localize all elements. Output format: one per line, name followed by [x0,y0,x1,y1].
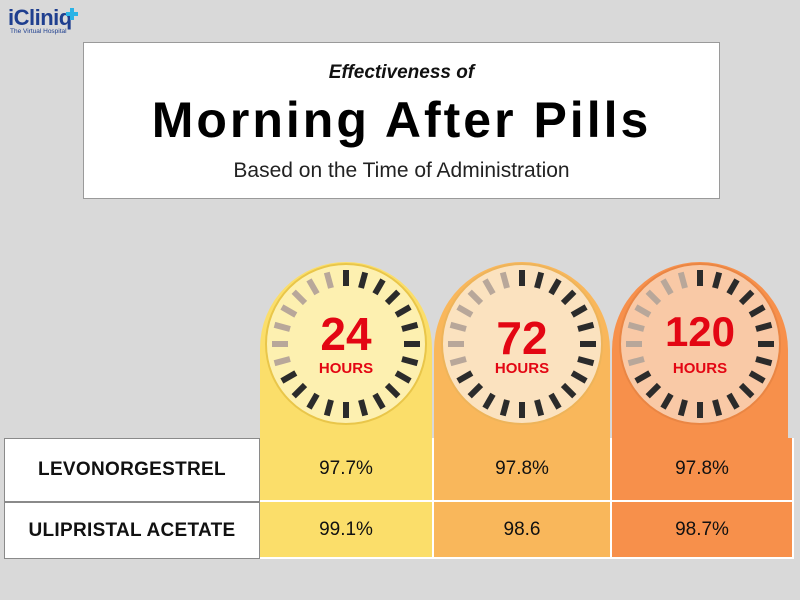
value-cell-ulipristal-24h: 99.1% [260,502,434,559]
column-number-120: 120 [665,308,735,355]
title-box: Effectiveness of Morning After Pills Bas… [83,42,720,199]
clock-tick [577,356,595,367]
clock-tick [660,392,674,410]
column-unit-24: HOURS [319,360,373,377]
page-title: Morning After Pills [151,92,652,148]
clock-tick [726,278,740,296]
clock-icon-24h: 24 HOURS [265,263,427,425]
clock-tick [755,356,773,367]
clock-tick [449,356,467,367]
value-cell-ulipristal-72h: 98.6 [434,502,612,559]
clock-tick [755,321,773,332]
clock-tick [627,356,645,367]
clock-tick [548,278,562,296]
clock-tick [401,356,419,367]
clock-icon-120h: 120 HOURS [619,263,781,425]
clock-tick [677,271,688,289]
clock-tick [645,382,662,399]
clock-tick [449,321,467,332]
clock-ticks-72 [448,270,596,418]
clock-face-24 [265,263,427,425]
clock-tick [394,370,412,384]
clock-tick [748,304,766,318]
row-label-levonorgestrel: LEVONORGESTREL [4,438,260,502]
clock-tick [577,321,595,332]
clock-tick [645,289,662,306]
clock-tick [384,289,401,306]
clock-tick [726,392,740,410]
clock-tick [291,289,308,306]
clock-tick [570,370,588,384]
clock-face-72 [441,263,603,425]
clock-tick [627,321,645,332]
clock-tick [280,370,298,384]
medical-cross-icon [66,8,78,20]
logo: iCliniq The Virtual Hospital [8,6,88,40]
clock-tick [712,271,723,289]
value-cell-levonorgestrel-24h: 97.7% [260,438,434,502]
clock-face-120 [619,263,781,425]
clock-tick [273,321,291,332]
clock-tick [394,304,412,318]
clock-tick [534,399,545,417]
clock-tick [634,304,652,318]
title-subtitle: Based on the Time of Administration [233,159,570,182]
value-cell-ulipristal-120h: 98.7% [612,502,794,559]
clock-tick [456,304,474,318]
clock-tick [306,392,320,410]
clock-tick [560,382,577,399]
clock-tick [323,399,334,417]
clock-tick [677,399,688,417]
column-number-24: 24 [320,308,372,360]
clock-tick [570,304,588,318]
clock-tick [467,289,484,306]
logo-tagline: The Virtual Hospital [10,28,67,35]
clock-tick [482,278,496,296]
clock-tick [634,370,652,384]
clock-tick [499,271,510,289]
clock-tick [273,356,291,367]
clock-icon-72h: 72 HOURS [441,263,603,425]
clock-tick [712,399,723,417]
column-unit-120: HOURS [673,360,727,377]
clock-tick [372,278,386,296]
clock-tick [467,382,484,399]
clock-tick [738,289,755,306]
clock-tick [280,304,298,318]
clock-tick [358,271,369,289]
clock-tick [323,271,334,289]
value-cell-levonorgestrel-72h: 97.8% [434,438,612,502]
clock-tick [372,392,386,410]
clock-tick [660,278,674,296]
clock-tick [499,399,510,417]
clock-tick [548,392,562,410]
clock-tick [384,382,401,399]
clock-ticks-120 [626,270,774,418]
clock-tick [534,271,545,289]
column-number-72: 72 [496,312,547,364]
clock-tick [291,382,308,399]
clock-tick [358,399,369,417]
clock-tick [401,321,419,332]
clock-tick [306,278,320,296]
clock-tick [482,392,496,410]
clock-tick [738,382,755,399]
logo-name: iCliniq [8,5,72,30]
row-label-ulipristal-acetate: ULIPRISTAL ACETATE [4,502,260,559]
clock-tick [456,370,474,384]
value-cell-levonorgestrel-120h: 97.8% [612,438,794,502]
clock-tick [748,370,766,384]
column-unit-72: HOURS [495,360,549,377]
title-prefix: Effectiveness of [328,62,475,83]
clock-ticks-24 [272,270,420,418]
clock-tick [560,289,577,306]
